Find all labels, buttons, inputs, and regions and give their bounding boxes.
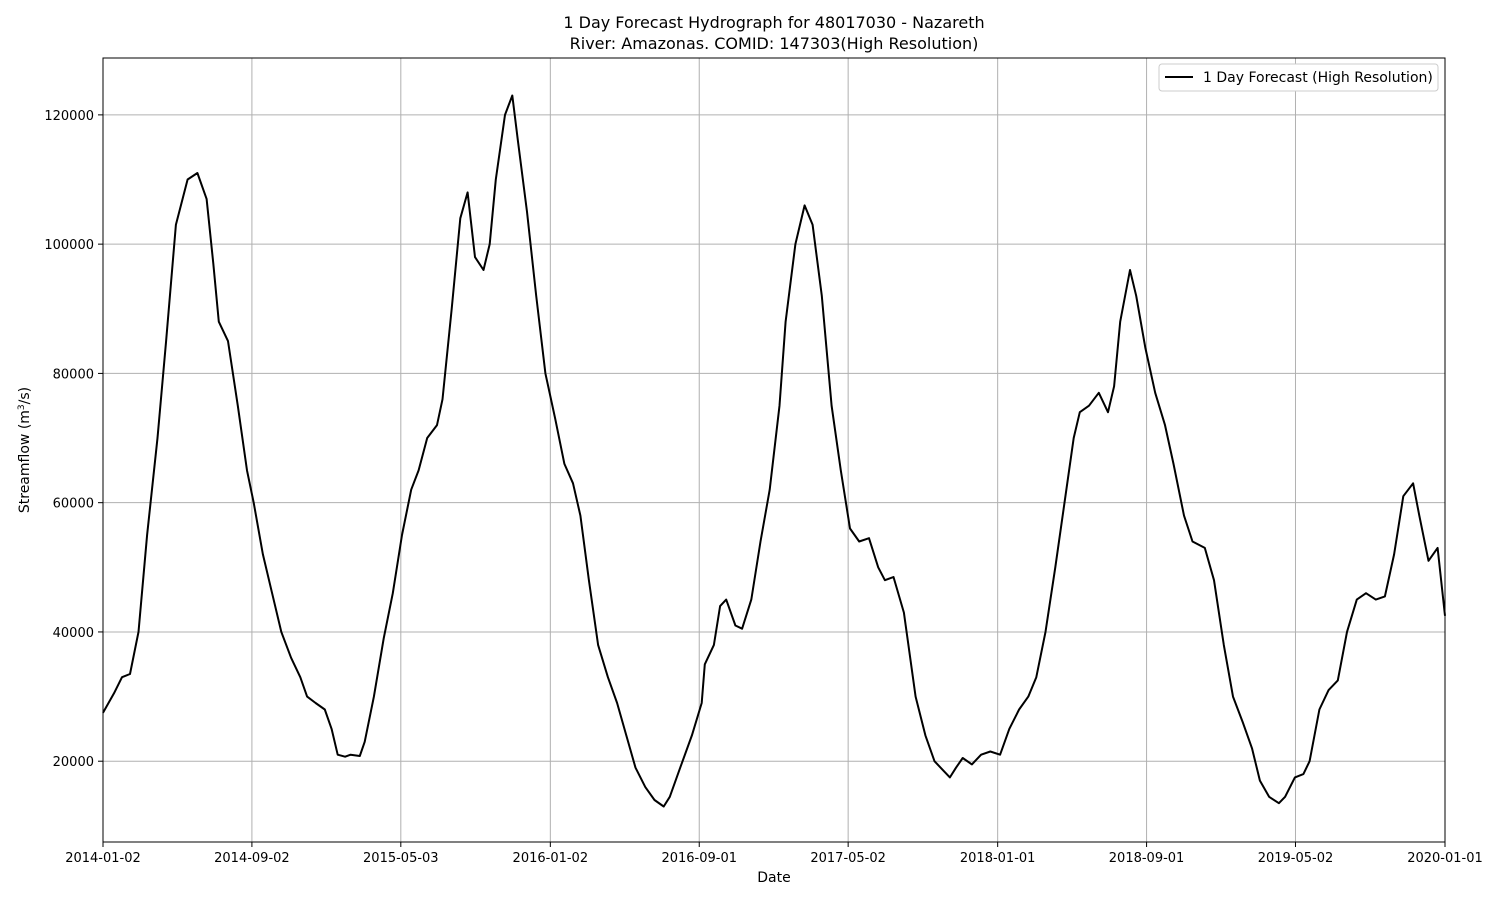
y-tick-label: 100000 — [44, 238, 94, 253]
x-tick-label: 2016-01-02 — [513, 851, 589, 866]
plot-frame — [102, 57, 1446, 843]
x-tick-label: 2015-05-03 — [363, 851, 439, 866]
y-axis-label-suffix: /s) — [17, 387, 33, 404]
y-axis-label: Streamflow (m3/s) — [17, 387, 33, 513]
x-tick-label: 2014-09-02 — [214, 851, 290, 866]
x-tick-layer: 2014-01-02 2014-09-02 2015-05-03 2016-01-02… — [65, 842, 1483, 866]
series-line — [102, 94, 1446, 808]
y-axis-label-main: Streamflow (m — [17, 410, 33, 513]
legend-label: 1 Day Forecast (High Resolution) — [1203, 70, 1433, 86]
x-tick-label: 2014-01-02 — [65, 851, 141, 866]
line-layer — [102, 94, 1446, 808]
x-tick-label: 2018-09-01 — [1109, 851, 1185, 866]
x-tick-label: 2018-01-01 — [960, 851, 1036, 866]
x-axis-label: Date — [757, 870, 790, 886]
y-tick-label: 80000 — [53, 367, 94, 382]
chart-subtitle: River: Amazonas. COMID: 147303(High Reso… — [569, 34, 979, 53]
x-tick-label: 2017-05-02 — [810, 851, 886, 866]
legend: 1 Day Forecast (High Resolution) — [1158, 63, 1439, 92]
y-tick-label: 40000 — [53, 626, 94, 641]
y-tick-label: 60000 — [53, 497, 94, 512]
chart-title: 1 Day Forecast Hydrograph for 48017030 -… — [563, 13, 985, 32]
y-tick-label: 120000 — [44, 109, 94, 124]
y-tick-label: 20000 — [53, 755, 94, 770]
legend-box — [1158, 63, 1439, 92]
y-tick-layer: 20000 40000 60000 80000 100000 120000 — [44, 109, 103, 770]
x-tick-label: 2020-01-01 — [1407, 851, 1483, 866]
x-tick-label: 2019-05-02 — [1258, 851, 1334, 866]
y-axis-label-superscript: 3 — [17, 404, 27, 410]
x-tick-label: 2016-09-01 — [661, 851, 737, 866]
